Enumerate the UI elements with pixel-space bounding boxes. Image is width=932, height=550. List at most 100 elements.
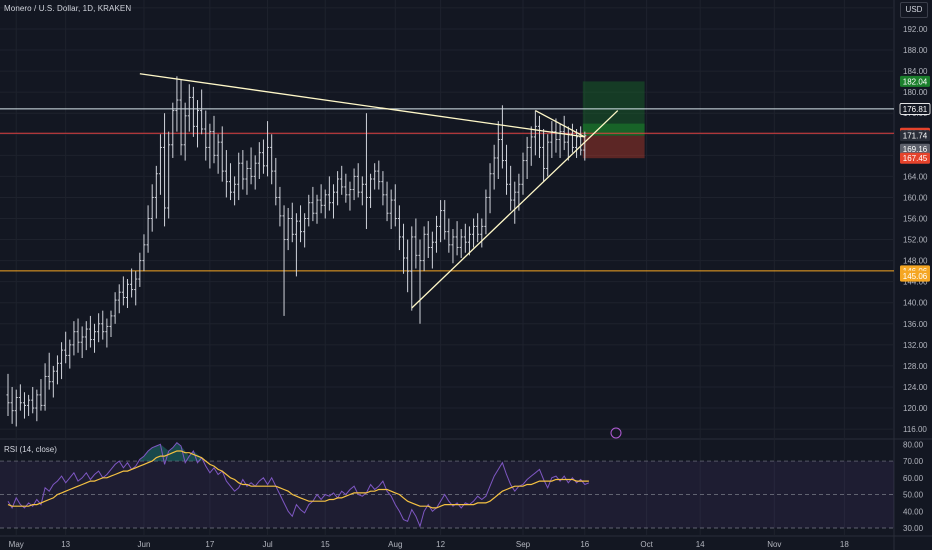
price-bar [323,189,327,219]
price-bar [443,200,447,240]
price-bar [35,389,39,422]
price-bar [570,123,574,153]
price-tick-label: 148.00 [903,257,928,266]
price-bar [529,126,533,166]
price-bar [212,115,216,164]
price-bar [505,144,509,195]
price-bar [84,321,88,351]
price-bar [389,189,393,230]
time-tick-label: 17 [205,540,214,549]
currency-button[interactable]: USD [900,2,928,18]
price-bar [113,292,117,324]
price-tick-label: 128.00 [903,362,928,371]
price-bar [360,176,364,206]
rsi-line [7,441,590,528]
price-bar [237,152,241,201]
time-axis[interactable]: May 13 Jun 17 Jul 15 Aug 12 Sep 16 Oct 14 Nov 18 [9,540,850,549]
price-bar [175,76,179,132]
price-bar [430,231,434,269]
price-tick-label: 116.00 [903,425,927,434]
price-bar [381,171,385,206]
price-badge: 171.74 [900,130,930,142]
price-bar [294,213,298,277]
price-badge-label: 169.16 [903,145,928,154]
price-bar [27,394,31,416]
price-bar [290,202,294,243]
price-bar [410,226,414,311]
price-bar [422,226,426,272]
price-bar [39,379,43,411]
price-badges: 182.04176.81172.20171.74169.16167.45146.… [899,75,931,282]
price-tick-label: 132.00 [903,341,928,350]
price-bar [579,126,583,156]
price-bar [6,373,10,416]
price-bar [500,105,504,169]
price-bar [93,323,97,353]
time-tick-label: Oct [640,540,653,549]
time-tick-label: Aug [388,540,402,549]
rsi-lines [7,441,590,528]
price-bar [562,115,566,151]
price-bar [311,186,315,222]
price-bar [167,131,171,219]
trendline [411,110,619,309]
price-bar [154,165,158,219]
price-bar [68,339,72,369]
price-badge: 182.04 [900,75,930,87]
price-bar [455,221,459,256]
time-tick-label: 13 [61,540,70,549]
candles [6,76,587,427]
time-tick-label: 18 [840,540,849,549]
price-bar [352,168,356,201]
price-bar [245,160,249,195]
time-tick-label: Jul [262,540,272,549]
price-bar [109,310,113,337]
time-tick-label: Sep [516,540,531,549]
rsi-tick-label: 80.00 [903,440,924,449]
price-bar [134,271,138,306]
price-bar [241,150,245,190]
price-bar [257,142,261,180]
price-bar [179,78,183,156]
price-bar [439,200,443,243]
price-bar [426,221,430,258]
price-bar [282,205,286,316]
price-bar [303,213,307,248]
price-bar [327,176,331,211]
price-badge: 169.16 [900,143,930,155]
price-bar [187,84,191,132]
price-bar [208,123,212,169]
time-tick-label: Nov [767,540,781,549]
price-bar [130,268,134,298]
price-bar [364,113,368,230]
price-bar [286,207,290,251]
price-bar [138,252,142,287]
price-bar [158,134,162,195]
price-bar [105,318,109,348]
price-bar [348,181,352,211]
price-bar [356,163,360,198]
price-bar [558,123,562,158]
price-bar [393,184,397,227]
price-bar [307,194,311,227]
price-badge: 145.06 [900,270,930,282]
price-bar [51,365,55,398]
rsi-title: RSI (14, close) [4,445,57,454]
price-bar [171,102,175,158]
price-bar [150,184,154,232]
price-bar [266,121,270,177]
price-tick-label: 144.00 [903,278,928,287]
price-bar [299,205,303,243]
price-bar [64,331,68,364]
trendline [535,109,586,138]
price-bar [369,173,373,208]
price-bar [542,128,546,182]
price-badge: 167.45 [900,152,930,164]
price-bar [76,318,80,353]
price-badge-box [899,103,931,115]
price-bar [228,163,232,201]
price-tick-label: 140.00 [903,299,928,308]
price-tick-label: 184.00 [903,67,928,76]
alert-icon [610,427,622,439]
